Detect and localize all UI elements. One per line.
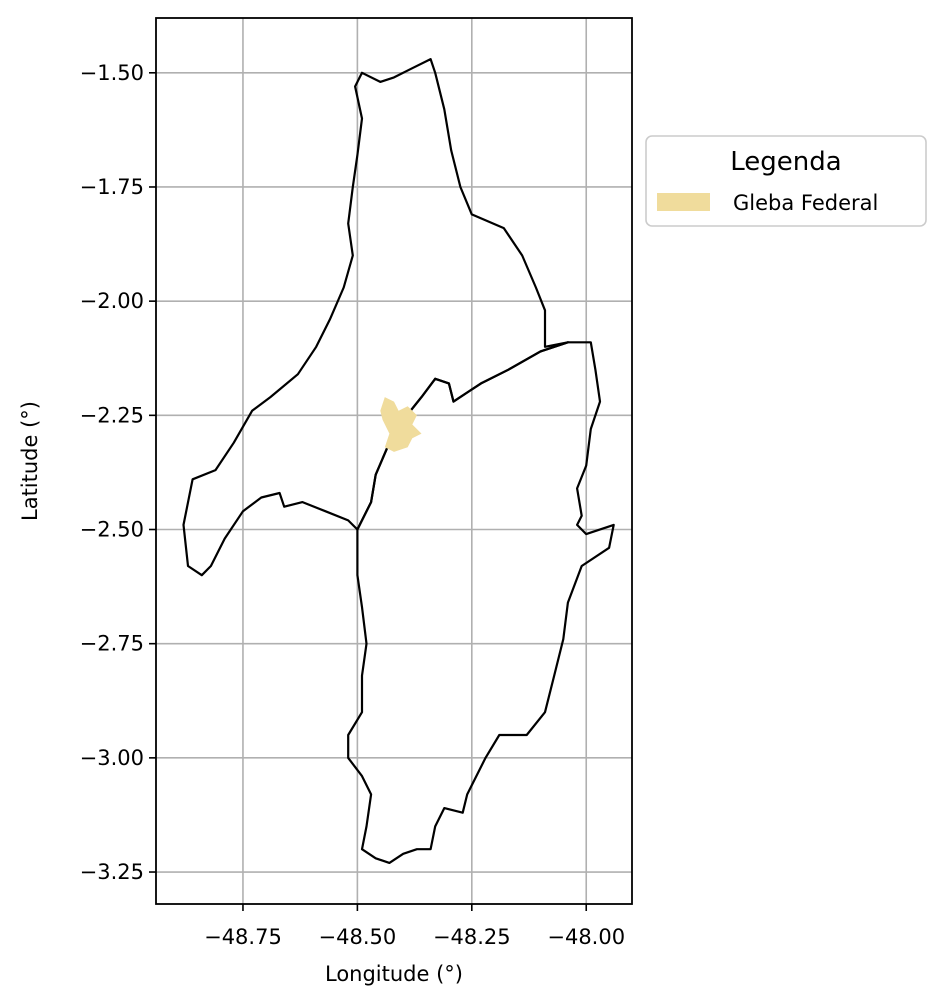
legend-box [645,135,927,227]
legend: Legenda Gleba Federal [645,135,927,227]
gleba-federal-area [380,397,422,452]
legend-title: Legenda [730,147,841,177]
x-tick-label: −48.00 [547,925,625,949]
legend-swatch-gleba-federal [657,193,710,211]
y-tick-label: −2.25 [80,403,144,427]
y-tick-label: −3.00 [80,746,144,770]
south-region-boundary [347,341,615,864]
x-axis-label: Longitude (°) [325,962,463,986]
y-tick-label: −2.00 [80,289,144,313]
y-tick-label: −2.50 [80,518,144,542]
plot-frame [155,17,633,905]
grid-lines [156,18,632,904]
y-tick-label: −1.50 [80,61,144,85]
y-tick-label: −1.75 [80,175,144,199]
x-tick-label: −48.50 [319,925,397,949]
region-layer [182,58,615,864]
x-tick-label: −48.25 [433,925,511,949]
x-axis-ticks: −48.75 −48.50 −48.25 −48.00 [204,904,625,949]
y-axis-label: Latitude (°) [18,401,42,521]
y-tick-label: −3.25 [80,860,144,884]
x-tick-label: −48.75 [204,925,282,949]
y-tick-label: −2.75 [80,632,144,656]
y-axis-ticks: −1.50 −1.75 −2.00 −2.25 −2.50 −2.75 −3.00 −3.25 [80,61,156,884]
legend-label-gleba-federal: Gleba Federal [733,191,878,215]
